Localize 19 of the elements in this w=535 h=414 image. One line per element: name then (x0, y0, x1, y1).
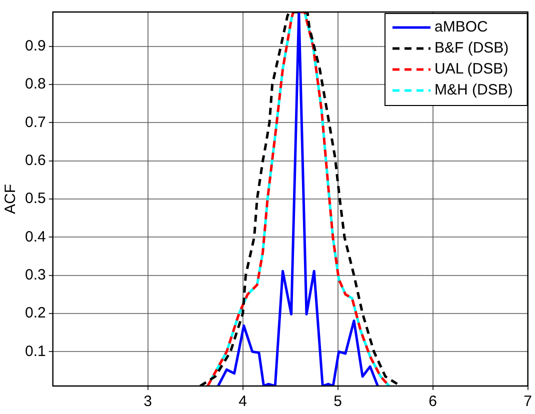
x-tick-label: 3 (144, 393, 152, 410)
y-tick-label: 0.7 (24, 114, 46, 131)
y-tick-label: 0.2 (24, 304, 46, 322)
x-tick-label: 5 (334, 393, 342, 410)
y-tick-label: 0.8 (24, 76, 46, 93)
x-tick-label: 4 (238, 393, 248, 410)
y-tick-label: 0.1 (24, 342, 46, 360)
x-tick-label: 7 (524, 393, 532, 410)
legend-label: B&F (DSB) (434, 40, 509, 57)
y-tick-label: 0.4 (24, 228, 46, 246)
legend-label: M&H (DSB) (434, 82, 513, 99)
legend-label: aMBOC (434, 18, 488, 36)
y-tick-label: 0.3 (24, 266, 46, 284)
y-axis-title: ACF (2, 184, 20, 214)
y-tick-label: 0.9 (24, 37, 46, 54)
y-tick-label: 0.6 (24, 152, 46, 169)
x-tick-label: 6 (428, 393, 438, 410)
legend-label: UAL (DSB) (434, 60, 508, 78)
y-tick-label: 0.5 (24, 190, 46, 208)
